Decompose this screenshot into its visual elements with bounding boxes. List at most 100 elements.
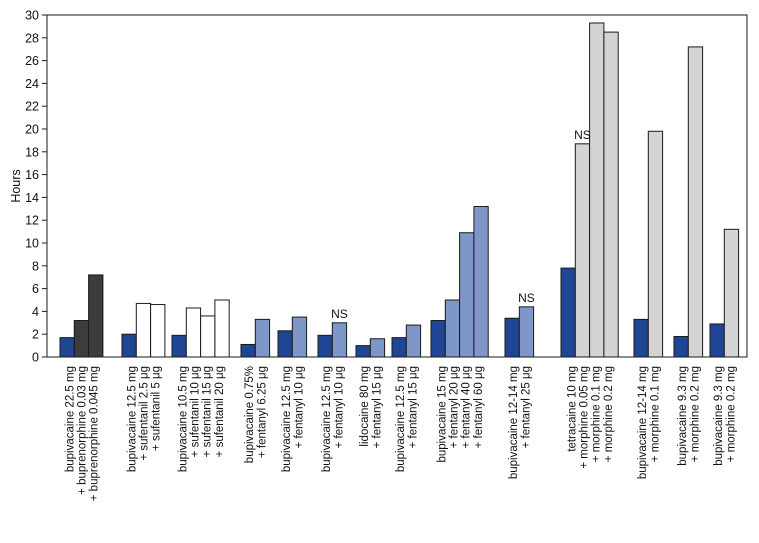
category-label-line: + fentanyl 15 μg xyxy=(371,366,383,448)
category-label-line: bupivacaine 22.5 mg xyxy=(64,366,76,472)
y-axis-label: Hours xyxy=(9,169,23,202)
y-tick-label: 30 xyxy=(25,9,39,23)
bar xyxy=(574,143,591,358)
y-tick-label: 12 xyxy=(25,214,39,228)
category-label-line: + fentanyl 6.25 μg xyxy=(256,366,268,458)
category-label-line: + buprenorphine 0.03 mg xyxy=(76,366,88,495)
y-tick-label: 4 xyxy=(32,305,39,319)
bar xyxy=(240,343,256,358)
bars-layer xyxy=(59,22,740,358)
bar-group xyxy=(121,302,166,358)
category-label-line: + sufentanil 10 μg xyxy=(190,366,202,457)
bar xyxy=(560,267,576,358)
y-tick-label: 22 xyxy=(25,100,39,114)
y-tick-label: 2 xyxy=(32,328,39,342)
category-label-line: bupivacaine 9.3 mg xyxy=(677,366,689,466)
category-label: bupivacaine 12-14 mg + fentanyl 25 μg xyxy=(508,366,532,479)
y-tick-label: 0 xyxy=(32,351,39,365)
bar-group xyxy=(240,318,271,358)
category-label: bupivacaine 12.5 mg + fentanyl 10 μg xyxy=(321,366,345,472)
bar xyxy=(709,323,725,358)
bar xyxy=(633,318,649,358)
bar xyxy=(473,206,489,358)
bar xyxy=(59,337,75,358)
category-label: bupivacaine 12.5 mg + fentanyl 15 μg xyxy=(395,366,419,472)
bar-group xyxy=(59,274,104,358)
y-tick-label: 10 xyxy=(25,237,39,251)
bar-group xyxy=(391,324,422,358)
category-label-line: bupivacaine 12-14 mg xyxy=(508,366,520,479)
category-label: bupivacaine 22.5 mg + buprenorphine 0.03 … xyxy=(64,366,100,501)
bar xyxy=(430,320,446,358)
bar xyxy=(135,302,152,358)
bar-group xyxy=(633,130,664,358)
bar-group xyxy=(277,316,308,358)
category-label: bupivacaine 12-14 mg + morphine 0.1 mg xyxy=(637,366,661,479)
bar xyxy=(121,333,137,358)
category-label-line: + fentanyl 10 μg xyxy=(293,366,305,448)
category-label-line: bupivacaine 0.75% xyxy=(244,366,256,463)
bar xyxy=(200,315,216,358)
y-tick-label: 28 xyxy=(25,31,39,45)
category-label-line: + fentanyl 10 μg xyxy=(333,366,345,448)
bar xyxy=(88,274,104,358)
bar xyxy=(391,337,407,358)
bar xyxy=(277,330,293,358)
bar-group xyxy=(560,22,619,358)
category-label-line: + morphine 0.2 mg xyxy=(725,366,737,462)
bar-group xyxy=(673,46,704,358)
annotation-ns: NS xyxy=(574,128,591,142)
bar xyxy=(459,232,475,358)
y-tick-label: 26 xyxy=(25,54,39,68)
y-tick-label: 14 xyxy=(25,191,39,205)
category-label-line: tetracaine 10 mg xyxy=(566,366,578,452)
category-label-line: + morphine 0.1 mg xyxy=(649,366,661,462)
bar xyxy=(369,338,386,358)
category-label-line: lidocaine 80 mg xyxy=(359,366,371,447)
y-tick-label: 8 xyxy=(32,259,39,273)
bar xyxy=(317,334,333,358)
bar xyxy=(150,304,166,358)
bar xyxy=(254,318,271,358)
annotation-ns: NS xyxy=(518,291,535,305)
bar xyxy=(603,31,619,358)
y-tick-label: 16 xyxy=(25,168,39,182)
category-label-line: + sufentanil 2.5 μg xyxy=(138,366,150,461)
category-label-line: + morphine 0.2 mg xyxy=(689,366,701,462)
category-label-line: + sufentanil 5 μg xyxy=(151,366,163,451)
category-label-line: bupivacaine 12.5 mg xyxy=(281,366,293,472)
category-label-line: bupivacaine 9.3 mg xyxy=(713,366,725,466)
annotations-layer: NS NS NS xyxy=(331,128,591,321)
bar xyxy=(647,130,664,358)
bar-group xyxy=(355,338,386,358)
category-label-line: + fentanyl 40 μg xyxy=(461,366,473,448)
category-label-line: bupivacaine 12.5 mg xyxy=(321,366,333,472)
bar-group xyxy=(504,306,535,358)
bar-group xyxy=(709,228,740,358)
category-label-line: + morphine 0.2 mg xyxy=(603,366,615,462)
bar xyxy=(518,306,535,358)
bar xyxy=(723,228,740,358)
bar xyxy=(504,317,520,358)
bar-group xyxy=(171,299,230,358)
category-label-line: bupivacaine 12.5 mg xyxy=(126,366,138,472)
bar xyxy=(444,299,461,358)
bar xyxy=(185,307,202,358)
category-label-line: bupivacaine 10.5 mg xyxy=(177,366,189,472)
category-label-line: + fentanyl 15 μg xyxy=(407,366,419,448)
category-label: bupivacaine 12.5 mg + fentanyl 10 μg xyxy=(281,366,305,472)
category-label: bupivacaine 15 mg + fentanyl 20 μg + fenta… xyxy=(436,366,485,463)
bar xyxy=(687,46,704,358)
bar xyxy=(291,316,308,358)
bar xyxy=(171,334,187,358)
y-tick-label: 20 xyxy=(25,123,39,137)
category-label-line: + morphine 0.1 mg xyxy=(591,366,603,462)
bar xyxy=(405,324,422,358)
bar xyxy=(214,299,230,358)
category-label-line: + buprenorphine 0.045 mg xyxy=(89,366,101,501)
category-label-line: + sufentanil 15 μg xyxy=(202,366,214,457)
